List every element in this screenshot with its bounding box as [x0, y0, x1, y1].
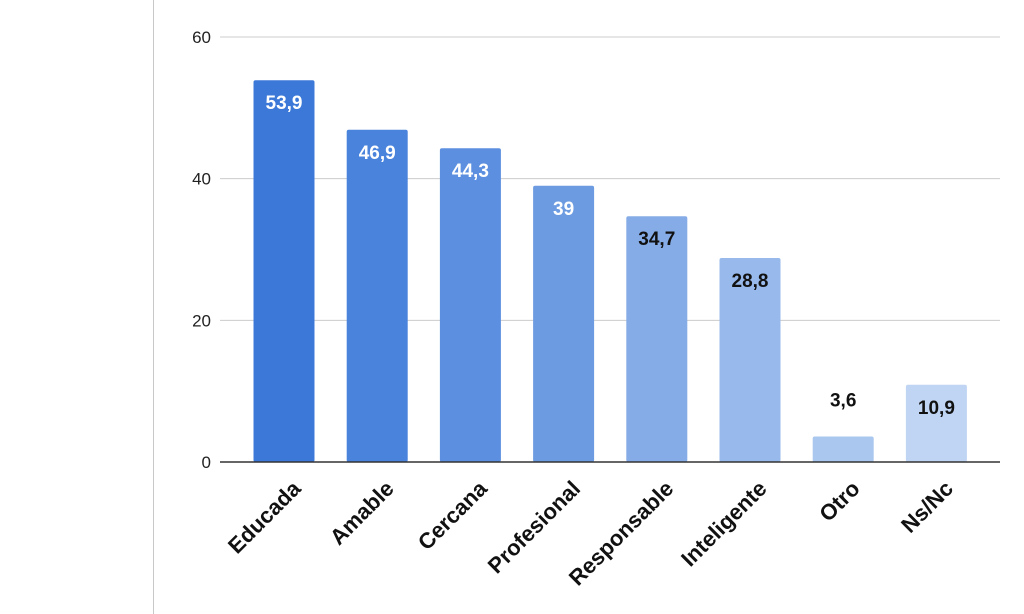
data-label: 46,9: [359, 143, 396, 164]
category-label: Inteligente: [676, 476, 771, 571]
bar-amable: [346, 129, 408, 462]
data-label: 34,7: [638, 229, 675, 250]
bar-ns-nc: [905, 384, 967, 462]
data-label: 44,3: [452, 161, 489, 182]
bar-inteligente: [719, 258, 781, 462]
bar-profesional: [533, 185, 595, 462]
category-label: Amable: [325, 476, 399, 550]
y-tick-label: 20: [192, 311, 211, 330]
category-label: Otro: [814, 476, 865, 527]
category-label: Cercana: [413, 475, 493, 555]
bar-otro: [812, 436, 874, 462]
left-divider-line: [153, 0, 154, 614]
category-label: Ns/Nc: [896, 476, 958, 538]
data-label: 53,9: [266, 93, 303, 114]
y-tick-label: 0: [202, 453, 211, 472]
bar-educada: [253, 80, 315, 462]
data-label: 39: [553, 199, 574, 220]
y-tick-label: 60: [192, 28, 211, 47]
category-label: Profesional: [483, 476, 585, 578]
data-label: 28,8: [732, 271, 769, 292]
y-tick-label: 40: [192, 170, 211, 189]
bar-cercana: [439, 148, 501, 463]
data-label: 3,6: [830, 391, 856, 412]
category-label: Educada: [223, 475, 306, 558]
bar-responsable: [626, 216, 688, 462]
data-label: 10,9: [918, 398, 955, 419]
